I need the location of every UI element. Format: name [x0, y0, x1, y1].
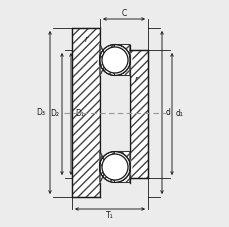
Polygon shape [114, 151, 130, 183]
Text: D₃: D₃ [36, 108, 45, 117]
Text: D₁: D₁ [75, 109, 84, 118]
Text: r: r [84, 35, 87, 44]
Circle shape [97, 42, 132, 77]
Polygon shape [114, 44, 130, 76]
Polygon shape [99, 44, 114, 76]
Polygon shape [99, 151, 114, 183]
Text: d₁: d₁ [175, 109, 183, 118]
Text: d: d [165, 108, 170, 117]
Bar [100, 28, 129, 197]
Bar [72, 28, 100, 197]
Bar [129, 50, 147, 178]
Circle shape [101, 47, 128, 73]
Bar [129, 50, 147, 178]
Text: r: r [134, 76, 137, 84]
Text: T₁: T₁ [106, 212, 113, 220]
Text: D₂: D₂ [50, 109, 59, 118]
Circle shape [101, 154, 128, 180]
Circle shape [97, 150, 132, 185]
Text: C: C [121, 8, 126, 17]
Bar [72, 28, 100, 197]
